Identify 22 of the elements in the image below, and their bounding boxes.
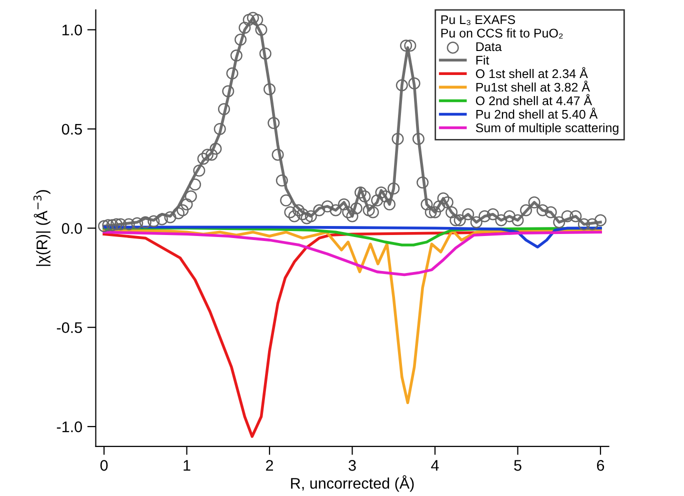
legend-label: Data <box>476 42 502 52</box>
legend-label: Sum of multiple scattering <box>476 123 618 135</box>
legend-label: Pu1st shell at 3.82 Å <box>476 80 590 92</box>
legend-title: Pu L₃ EXAFS Pu on CCS fit to PuO₂ <box>441 15 563 39</box>
y-tick-label: 0.0 <box>62 223 82 234</box>
legend-label: O 2nd shell at 4.47 Å <box>476 94 592 106</box>
x-tick-label: 5 <box>514 460 522 471</box>
x-tick-label: 1 <box>184 460 190 471</box>
legend-label: O 1st shell at 2.34 Å <box>476 67 588 78</box>
x-tick-label: 6 <box>597 460 604 471</box>
y-tick-label: -0.5 <box>56 322 82 334</box>
x-axis-title: R, uncorrected (Å) <box>291 475 414 492</box>
legend-label: Pu 2nd shell at 5.40 Å <box>476 108 598 119</box>
y-tick-label: 0.5 <box>62 124 82 135</box>
y-axis-title: |χ(R)| (Å$^{−3}$) <box>33 190 50 266</box>
x-tick-label: 4 <box>431 460 439 471</box>
x-tick-label: 3 <box>348 460 356 471</box>
x-tick-label: 2 <box>266 460 273 471</box>
y-tick-label: -1.0 <box>56 421 82 432</box>
legend-label: Fit <box>476 55 490 65</box>
y-tick-label: 1.0 <box>62 24 82 36</box>
x-tick-label: 0 <box>100 460 108 471</box>
